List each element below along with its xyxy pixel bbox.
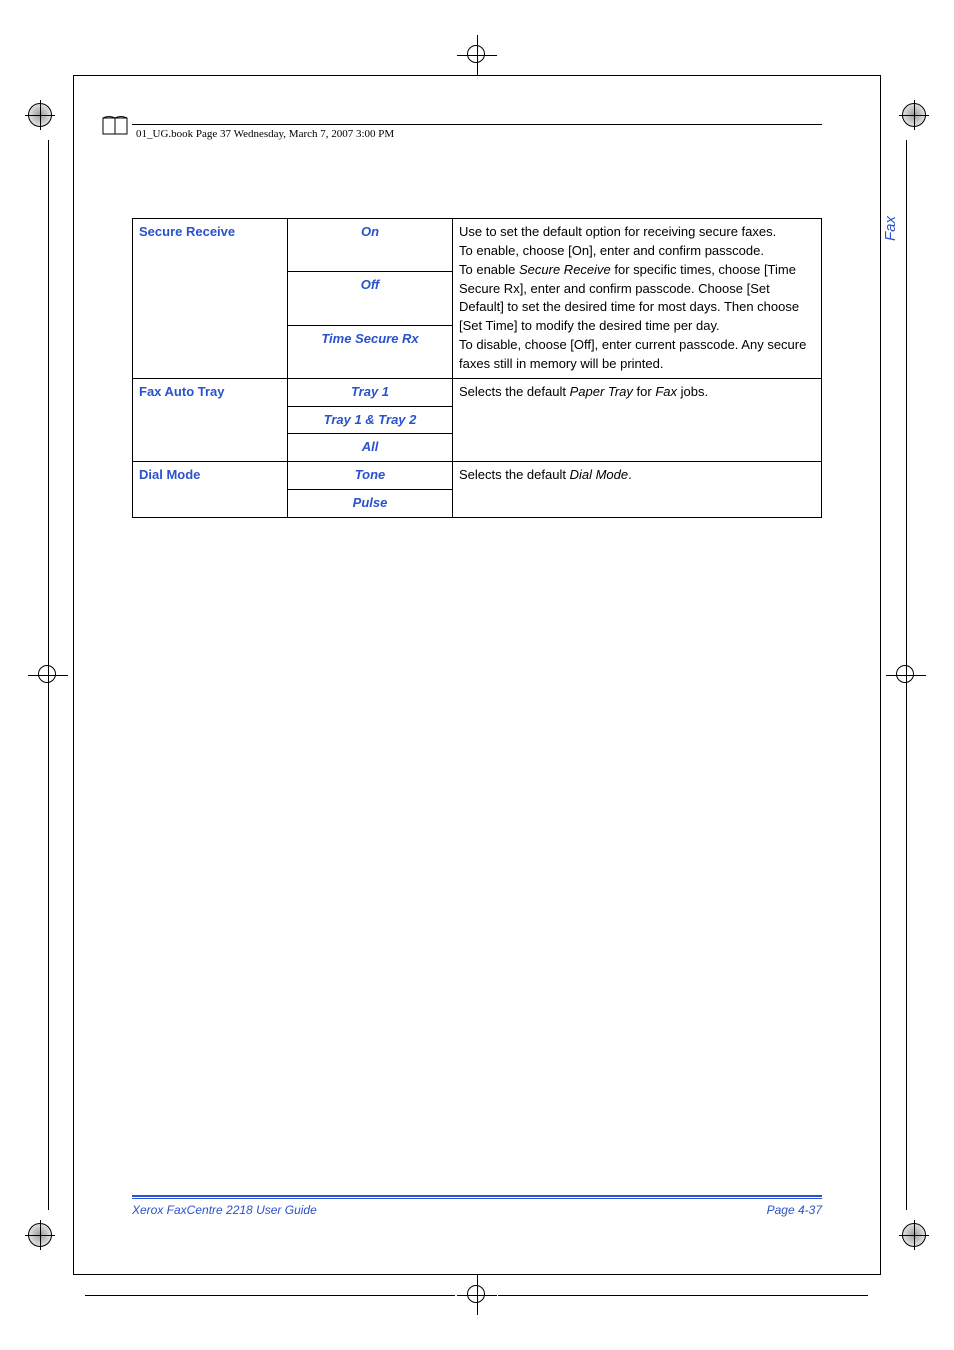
running-head: 01_UG.book Page 37 Wednesday, March 7, 2… [136, 128, 394, 140]
desc-text: jobs. [677, 384, 708, 399]
rule-bottom-r [498, 1295, 868, 1296]
desc-text: To enable, choose [On], enter and confir… [459, 243, 764, 258]
desc-text: To enable [459, 262, 519, 277]
desc-text: Use to set the default option for receiv… [459, 224, 776, 239]
option-off: Off [288, 272, 453, 325]
table-row: Dial Mode Tone Selects the default Dial … [133, 462, 822, 490]
reg-mark-tr [894, 95, 934, 135]
desc-fax-auto-tray: Selects the default Paper Tray for Fax j… [453, 378, 822, 462]
desc-dial-mode: Selects the default Dial Mode. [453, 462, 822, 518]
page-footer: Xerox FaxCentre 2218 User Guide Page 4-3… [132, 1195, 822, 1217]
option-tone: Tone [288, 462, 453, 490]
rule-bottom-l [85, 1295, 455, 1296]
page-frame: 01_UG.book Page 37 Wednesday, March 7, 2… [73, 75, 881, 1275]
book-icon [102, 115, 128, 137]
option-on: On [288, 219, 453, 272]
option-tray12: Tray 1 & Tray 2 [288, 406, 453, 434]
cross-mark-top [457, 35, 497, 75]
feature-secure-receive: Secure Receive [133, 219, 288, 379]
cross-mark-bottom [457, 1275, 497, 1315]
desc-italic: Fax [655, 384, 677, 399]
desc-italic: Paper Tray [570, 384, 633, 399]
feature-dial-mode: Dial Mode [133, 462, 288, 518]
desc-text: Selects the default [459, 467, 570, 482]
rule-right2 [906, 695, 907, 1210]
table-row: Secure Receive On Use to set the default… [133, 219, 822, 272]
desc-italic: Secure Receive [519, 262, 611, 277]
header-rule [132, 124, 822, 125]
reg-mark-bl [20, 1215, 60, 1255]
desc-secure-receive: Use to set the default option for receiv… [453, 219, 822, 379]
cross-mark-right [886, 655, 926, 695]
footer-left: Xerox FaxCentre 2218 User Guide [132, 1203, 317, 1217]
footer-right: Page 4-37 [767, 1203, 822, 1217]
desc-text: To disable, choose [Off], enter current … [459, 337, 806, 371]
table-row: Fax Auto Tray Tray 1 Selects the default… [133, 378, 822, 406]
option-all: All [288, 434, 453, 462]
settings-table: Secure Receive On Use to set the default… [132, 218, 822, 518]
side-label-fax: Fax [882, 216, 899, 241]
rule-left [48, 140, 49, 655]
desc-text: for [633, 384, 655, 399]
desc-italic: Dial Mode [570, 467, 629, 482]
desc-text: . [628, 467, 632, 482]
option-tray1: Tray 1 [288, 378, 453, 406]
feature-fax-auto-tray: Fax Auto Tray [133, 378, 288, 462]
cross-mark-left [28, 655, 68, 695]
option-time-secure-rx: Time Secure Rx [288, 325, 453, 378]
reg-mark-tl [20, 95, 60, 135]
rule-left2 [48, 695, 49, 1210]
reg-mark-br [894, 1215, 934, 1255]
rule-right [906, 140, 907, 655]
footer-rule-thin [132, 1198, 822, 1199]
footer-rule-thick [132, 1195, 822, 1197]
desc-text: Selects the default [459, 384, 570, 399]
option-pulse: Pulse [288, 490, 453, 518]
